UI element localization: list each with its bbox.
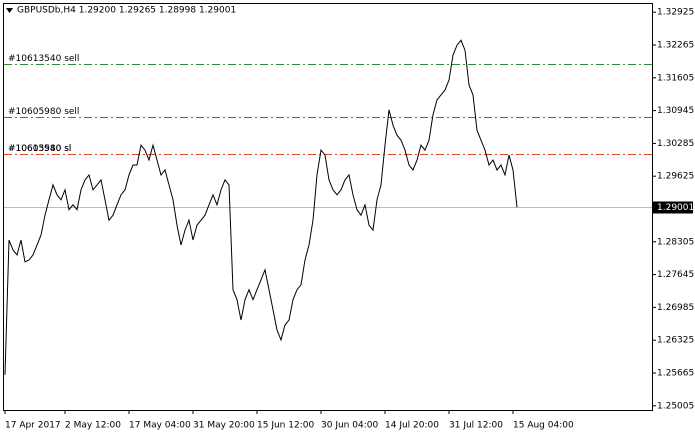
- y-tick-label: 1.31605: [657, 73, 694, 83]
- y-tick-label: 1.28305: [657, 237, 694, 247]
- x-tick-label: 15 Jun 12:00: [257, 421, 314, 431]
- x-tick-label: 31 Jul 12:00: [449, 421, 503, 431]
- last-price-label: 1.29001: [657, 203, 694, 213]
- last-price-box: [653, 201, 693, 214]
- y-tick-label: 1.30945: [657, 106, 694, 116]
- x-tick-label: 14 Jul 20:00: [385, 421, 439, 431]
- y-tick-label: 1.29625: [657, 172, 694, 182]
- y-tick-label: 1.27645: [657, 270, 694, 280]
- chart-title: GBPUSDb,H4 1.29200 1.29265 1.28998 1.290…: [17, 6, 236, 16]
- y-tick-label: 1.32265: [657, 40, 694, 50]
- order-label: #10613540 sell: [8, 54, 79, 64]
- menu-icon[interactable]: [6, 8, 13, 13]
- order-label: #10605980 sl: [8, 144, 71, 154]
- x-tick-label: 17 May 04:00: [129, 421, 191, 431]
- order-label: #10605980 sell: [8, 107, 79, 117]
- y-tick-label: 1.25005: [657, 401, 694, 411]
- x-tick-label: 31 May 20:00: [193, 421, 255, 431]
- x-tick-label: 17 Apr 2017: [5, 421, 61, 431]
- x-tick-label: 2 May 12:00: [65, 421, 121, 431]
- x-tick-label: 30 Jun 04:00: [321, 421, 378, 431]
- y-tick-label: 1.26325: [657, 336, 694, 346]
- price-line: [4, 39, 518, 375]
- y-tick-label: 1.32925: [657, 8, 694, 18]
- x-tick-label: 15 Aug 04:00: [513, 421, 574, 431]
- y-tick-label: 1.25665: [657, 368, 694, 378]
- order-label: #10613540 sl: [8, 144, 71, 154]
- y-tick-label: 1.26985: [657, 303, 694, 313]
- y-tick-label: 1.30285: [657, 139, 694, 149]
